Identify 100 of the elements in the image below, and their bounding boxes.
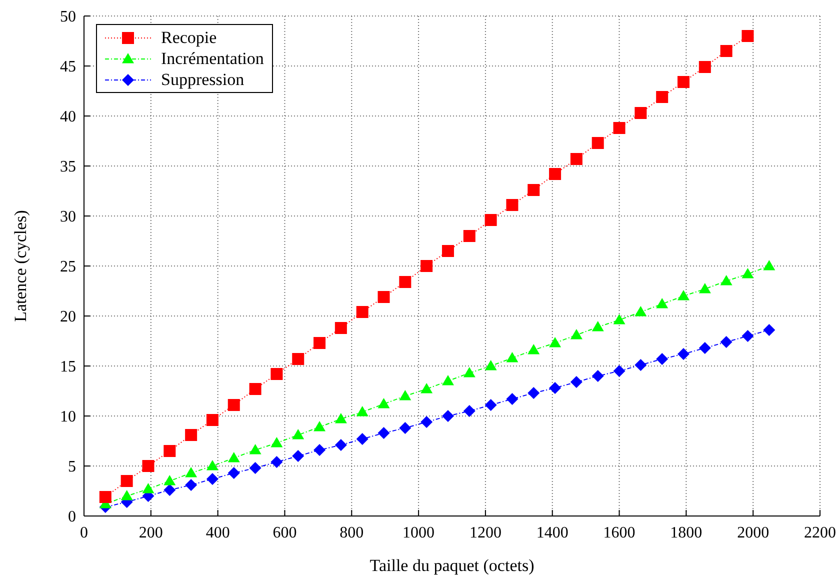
legend-label: Incrémentation bbox=[161, 48, 264, 69]
point bbox=[206, 414, 218, 426]
point bbox=[763, 324, 776, 336]
point bbox=[613, 365, 626, 377]
x-tick-label: 2200 bbox=[804, 524, 836, 542]
point bbox=[506, 199, 518, 211]
point bbox=[164, 445, 176, 457]
point bbox=[442, 245, 454, 257]
point bbox=[592, 321, 604, 332]
point bbox=[378, 398, 390, 408]
point bbox=[228, 467, 240, 479]
point bbox=[356, 306, 368, 318]
y-tick-label: 15 bbox=[60, 358, 76, 376]
point bbox=[484, 360, 497, 370]
point bbox=[549, 337, 562, 348]
point bbox=[142, 483, 154, 494]
y-tick-label: 5 bbox=[68, 458, 76, 476]
legend-label: Recopie bbox=[161, 27, 217, 48]
point bbox=[185, 479, 198, 491]
point bbox=[185, 429, 198, 441]
point bbox=[570, 329, 582, 340]
point bbox=[613, 314, 626, 324]
point bbox=[228, 452, 240, 462]
point bbox=[698, 342, 711, 354]
x-tick-label: 1600 bbox=[603, 524, 636, 542]
point bbox=[378, 427, 390, 439]
x-tick-label: 0 bbox=[80, 524, 88, 542]
x-tick-label: 1400 bbox=[536, 524, 568, 542]
y-tick-label: 40 bbox=[60, 108, 76, 126]
point bbox=[120, 475, 133, 487]
point bbox=[206, 473, 218, 485]
point bbox=[164, 484, 176, 496]
y-tick-label: 25 bbox=[60, 258, 76, 276]
point bbox=[442, 410, 454, 422]
point bbox=[720, 275, 732, 286]
point bbox=[334, 322, 347, 334]
point bbox=[592, 370, 604, 382]
point bbox=[656, 91, 668, 103]
point bbox=[656, 353, 668, 365]
y-axis-title: Latence (cycles) bbox=[11, 210, 30, 322]
point bbox=[270, 437, 283, 448]
point bbox=[678, 76, 690, 88]
x-tick-label: 600 bbox=[272, 524, 297, 542]
x-axis-title: Taille du paquet (octets) bbox=[370, 556, 534, 575]
x-tick-label: 1800 bbox=[670, 524, 702, 542]
point bbox=[249, 383, 262, 395]
point bbox=[570, 153, 582, 165]
y-tick-label: 20 bbox=[60, 308, 76, 326]
point bbox=[185, 467, 198, 478]
point bbox=[528, 387, 540, 399]
point bbox=[378, 291, 390, 303]
point bbox=[484, 214, 497, 226]
point bbox=[334, 413, 347, 424]
point bbox=[742, 268, 754, 278]
point bbox=[270, 456, 283, 468]
point bbox=[634, 306, 647, 316]
point bbox=[142, 460, 154, 472]
point bbox=[678, 290, 690, 300]
point bbox=[484, 399, 497, 411]
point bbox=[314, 421, 326, 432]
point bbox=[228, 399, 240, 411]
point bbox=[249, 462, 262, 474]
x-tick-label: 400 bbox=[206, 524, 230, 542]
point bbox=[399, 422, 412, 434]
point bbox=[292, 353, 304, 365]
point bbox=[720, 45, 732, 57]
point bbox=[528, 184, 540, 196]
x-tick-label: 1000 bbox=[402, 524, 435, 542]
point bbox=[292, 450, 304, 462]
point bbox=[528, 344, 540, 354]
point bbox=[164, 475, 176, 486]
point bbox=[720, 336, 732, 348]
point bbox=[634, 107, 647, 119]
point bbox=[270, 368, 283, 380]
y-tick-label: 10 bbox=[60, 408, 76, 426]
point bbox=[442, 375, 454, 386]
point bbox=[314, 337, 326, 349]
point bbox=[698, 61, 711, 73]
point bbox=[399, 276, 412, 288]
point bbox=[613, 122, 626, 134]
point bbox=[678, 348, 690, 360]
point bbox=[292, 429, 304, 440]
y-tick-label: 50 bbox=[60, 8, 76, 26]
point bbox=[420, 416, 433, 428]
point bbox=[742, 30, 754, 42]
x-tick-label: 2000 bbox=[737, 524, 770, 542]
y-tick-label: 0 bbox=[68, 508, 76, 526]
point bbox=[356, 406, 368, 416]
point bbox=[420, 383, 433, 394]
y-tick-label: 45 bbox=[60, 58, 76, 76]
point bbox=[463, 405, 476, 417]
y-tick-label: 30 bbox=[60, 208, 76, 226]
point bbox=[249, 444, 262, 454]
point bbox=[763, 260, 776, 270]
point bbox=[634, 359, 647, 371]
point bbox=[206, 460, 218, 470]
point bbox=[120, 490, 133, 500]
point bbox=[698, 283, 711, 294]
point bbox=[463, 367, 476, 378]
x-tick-label: 200 bbox=[138, 524, 163, 542]
